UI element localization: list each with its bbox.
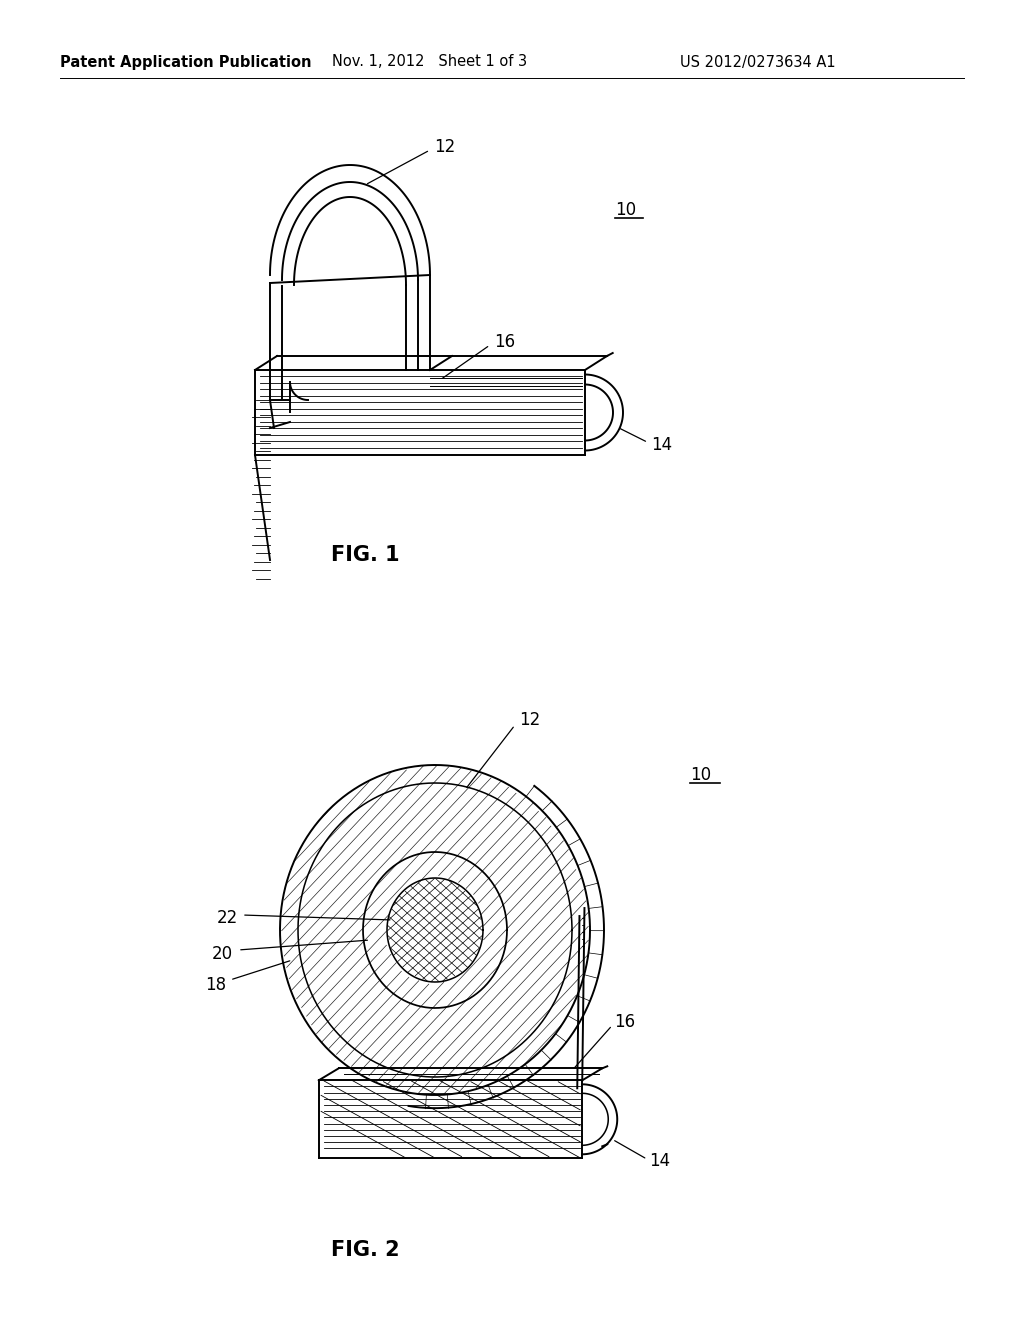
Text: US 2012/0273634 A1: US 2012/0273634 A1 (680, 54, 836, 70)
Text: 14: 14 (651, 436, 672, 454)
Text: 18: 18 (205, 975, 226, 994)
Text: 10: 10 (690, 766, 711, 784)
Text: 10: 10 (615, 201, 636, 219)
Text: Nov. 1, 2012   Sheet 1 of 3: Nov. 1, 2012 Sheet 1 of 3 (333, 54, 527, 70)
Text: 16: 16 (494, 333, 515, 351)
Text: 12: 12 (434, 139, 456, 156)
Text: FIG. 1: FIG. 1 (331, 545, 399, 565)
Text: FIG. 2: FIG. 2 (331, 1239, 399, 1261)
Text: Patent Application Publication: Patent Application Publication (60, 54, 311, 70)
Text: 22: 22 (217, 909, 239, 927)
Text: 20: 20 (212, 945, 233, 964)
Text: 14: 14 (649, 1152, 671, 1171)
Text: 16: 16 (614, 1014, 635, 1031)
Text: 12: 12 (519, 711, 541, 729)
